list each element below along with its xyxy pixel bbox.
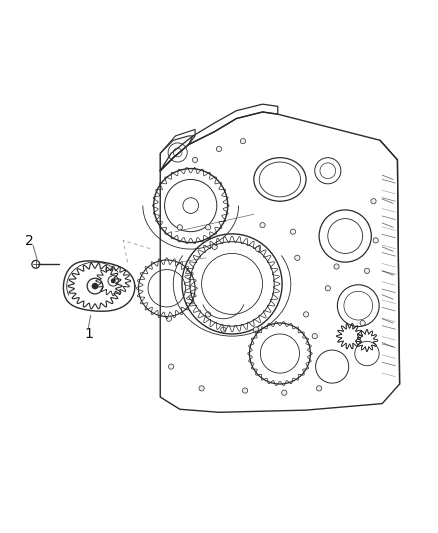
Circle shape bbox=[92, 284, 98, 289]
Circle shape bbox=[169, 364, 174, 369]
Circle shape bbox=[205, 312, 211, 317]
Circle shape bbox=[371, 199, 376, 204]
Circle shape bbox=[221, 327, 226, 332]
Circle shape bbox=[240, 139, 246, 144]
Circle shape bbox=[295, 255, 300, 261]
Circle shape bbox=[282, 390, 287, 395]
Circle shape bbox=[334, 264, 339, 269]
Text: 2: 2 bbox=[25, 235, 34, 248]
Circle shape bbox=[199, 386, 204, 391]
Circle shape bbox=[360, 320, 365, 326]
Circle shape bbox=[192, 157, 198, 163]
Circle shape bbox=[216, 147, 222, 151]
Circle shape bbox=[373, 238, 378, 243]
Circle shape bbox=[290, 229, 296, 235]
Circle shape bbox=[205, 225, 211, 230]
Circle shape bbox=[317, 386, 322, 391]
Circle shape bbox=[312, 334, 318, 339]
Circle shape bbox=[212, 244, 217, 249]
Circle shape bbox=[325, 286, 330, 291]
Circle shape bbox=[177, 225, 183, 230]
Circle shape bbox=[260, 223, 265, 228]
Circle shape bbox=[112, 279, 115, 282]
Circle shape bbox=[304, 312, 309, 317]
Circle shape bbox=[253, 327, 258, 332]
Text: 1: 1 bbox=[84, 327, 93, 341]
Circle shape bbox=[255, 246, 261, 252]
Circle shape bbox=[364, 268, 370, 273]
Circle shape bbox=[243, 388, 248, 393]
Circle shape bbox=[166, 316, 172, 321]
